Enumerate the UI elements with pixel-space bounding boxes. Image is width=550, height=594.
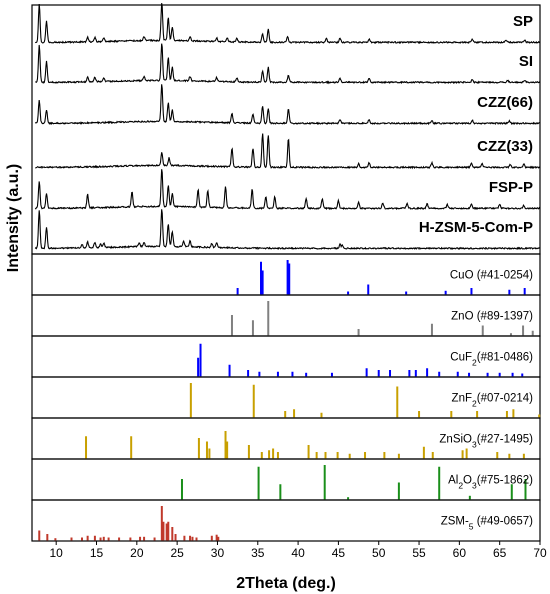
pattern-line-si	[35, 43, 541, 85]
x-tick-label: 10	[50, 546, 64, 560]
y-axis-title: Intensity (a.u.)	[5, 164, 22, 272]
pattern-label-si: SI	[519, 53, 533, 70]
ref-label-al2o3-75-1862: Al2O3(#75-1862)	[448, 475, 533, 491]
reference-patterns-panel: CuO (#41-0254) ZnO (#89-1397) CuF2(#81-048…	[31, 253, 541, 542]
pattern-label-czz-66: CZZ(66)	[477, 94, 533, 111]
x-tick-label: 30	[211, 546, 225, 560]
pattern-line-h-zsm-5-com-p	[34, 209, 540, 251]
ref-label-cuf2-81-0486: CuF2(#81-0486)	[450, 352, 533, 368]
ref-label-cuo-41-0254: CuO (#41-0254)	[450, 270, 533, 282]
x-tick-label: 60	[453, 546, 467, 560]
ref-panel-al2o3-75-1862: Al2O3(#75-1862)	[31, 458, 541, 501]
ref-panel-cuo-41-0254: CuO (#41-0254)	[31, 253, 541, 296]
x-tick-label: 20	[130, 546, 144, 560]
ref-panel-zno-89-1397: ZnO (#89-1397)	[31, 294, 541, 337]
x-tick-label: 70	[533, 546, 547, 560]
x-tick-label: 50	[372, 546, 386, 560]
pattern-line-fsp-p	[34, 169, 541, 211]
measured-patterns-panel: SP SI CZZ(66) CZZ(33) FSP-P H-ZSM-5-Com-P	[31, 3, 541, 255]
ref-label-zsm-5-49-0657: ZSM-5 (#49-0657)	[441, 516, 533, 532]
ref-label-zno-89-1397: ZnO (#89-1397)	[451, 311, 533, 323]
pattern-line-sp	[34, 3, 541, 45]
pattern-line-czz-33	[35, 133, 541, 170]
ref-panel-znsio3-27-1495: ZnSiO3(#27-1495)	[31, 417, 541, 460]
ref-panel-znf2-07-0214: ZnF2(#07-0214)	[31, 376, 541, 419]
pattern-label-sp: SP	[513, 13, 533, 30]
x-tick-label: 65	[493, 546, 507, 560]
ref-panel-cuf2-81-0486: CuF2(#81-0486)	[31, 335, 541, 378]
ref-panel-zsm-5-49-0657: ZSM-5 (#49-0657)	[31, 499, 541, 542]
pattern-line-czz-66	[34, 84, 540, 126]
pattern-label-fsp-p: FSP-P	[489, 179, 533, 196]
x-tick-label: 40	[291, 546, 305, 560]
pattern-label-h-zsm-5-com-p: H-ZSM-5-Com-P	[419, 219, 533, 236]
x-tick-label: 25	[170, 546, 184, 560]
ref-label-znsio3-27-1495: ZnSiO3(#27-1495)	[439, 434, 533, 450]
x-axis: 10 15 20 25 30 35 40 45 50 55 60 65 70	[50, 541, 547, 560]
ref-panel-frame	[31, 499, 541, 542]
pattern-label-czz-33: CZZ(33)	[477, 138, 533, 155]
x-tick-label: 55	[412, 546, 426, 560]
x-tick-label: 15	[90, 546, 104, 560]
x-axis-title: 2Theta (deg.)	[236, 575, 336, 592]
x-tick-label: 35	[251, 546, 265, 560]
x-tick-label: 45	[332, 546, 346, 560]
ref-label-znf2-07-0214: ZnF2(#07-0214)	[452, 393, 534, 409]
